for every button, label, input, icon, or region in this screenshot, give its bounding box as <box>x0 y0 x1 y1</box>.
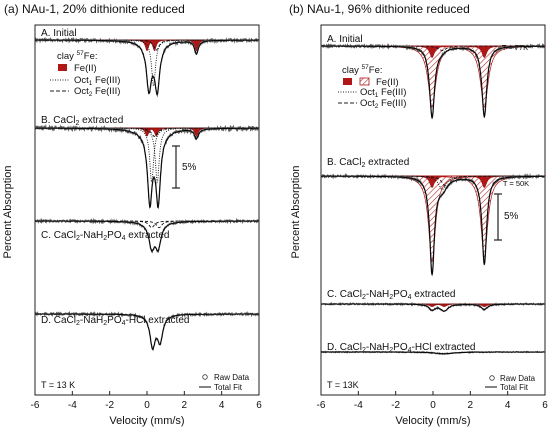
svg-text:Oct2 Fe(III): Oct2 Fe(III) <box>74 86 120 98</box>
chart-a-scale-bar: 5% <box>172 145 197 189</box>
x-tick-label: 6 <box>542 400 548 411</box>
x-tick-label: 0 <box>144 400 150 411</box>
x-tick-label: 4 <box>505 400 511 411</box>
x-tick-label: -6 <box>317 400 326 411</box>
chart-a-ylabel: Percent Absorption <box>2 166 14 259</box>
chart-b-title: (b) NAu-1, 96% dithionite reduced <box>289 2 470 16</box>
x-tick-label: 2 <box>182 400 188 411</box>
svg-text:Oct1 Fe(III): Oct1 Fe(III) <box>360 87 406 99</box>
chart-b-xlabel: Velocity (mm/s) <box>395 415 470 427</box>
chart-b-scale-bar: 5% <box>494 193 519 241</box>
oct1-fe3-component <box>35 39 259 88</box>
svg-text:clay 57Fe:: clay 57Fe: <box>57 50 98 62</box>
chart-a-fit-legend: Raw Data Total Fit <box>199 373 250 392</box>
panel-b-C-label: C. CaCl2-NaH2PO4 extracted <box>327 289 455 301</box>
fe2-hatched-component <box>320 45 546 108</box>
panel-b-B-label: B. CaCl2 extracted <box>327 157 409 169</box>
chart-a-title: (a) NAu-1, 20% dithionite reduced <box>4 2 185 16</box>
chart-b-ylabel: Percent Absorption <box>290 166 302 259</box>
x-tick-label: 0 <box>430 400 436 411</box>
x-tick-label: 6 <box>256 400 262 411</box>
x-tick-label: 2 <box>468 400 474 411</box>
total-fit-series <box>321 303 545 312</box>
chart-b-fit-legend: Raw Data Total Fit <box>485 374 536 392</box>
raw-label-a: Raw Data <box>214 373 250 382</box>
fe2-filled-swatch <box>58 64 67 71</box>
chart-a-temperature: T = 13 K <box>41 380 75 390</box>
x-tick-label: -6 <box>31 400 40 411</box>
chart-b-legend: clay 57Fe: Fe(II) Oct1 Fe(III) Oct2 Fe(I… <box>338 64 406 110</box>
total-fit-series <box>321 175 545 276</box>
legend-a-fe2: Fe(II) <box>74 63 97 74</box>
panel-b-B-temp: T = 50K <box>503 179 529 188</box>
chart-a: (a) NAu-1, 20% dithionite reduced Percen… <box>2 2 262 427</box>
chart-b: (b) NAu-1, 96% dithionite reduced Percen… <box>289 2 548 427</box>
total-fit-series <box>35 220 259 252</box>
fe2-hatched-swatch-b <box>359 77 370 86</box>
x-tick-label: -4 <box>354 400 363 411</box>
x-tick-label: -4 <box>68 400 77 411</box>
panel-a-B-label: B. CaCl2 extracted <box>41 115 123 127</box>
raw-label-b: Raw Data <box>500 374 536 383</box>
x-tick-label: 4 <box>219 400 225 411</box>
panel-b-A-label: A. Initial <box>327 34 363 45</box>
panel-a-A-label: A. Initial <box>41 28 77 39</box>
svg-text:Oct2 Fe(III): Oct2 Fe(III) <box>360 98 406 110</box>
fit-label-a: Total Fit <box>214 383 243 392</box>
svg-text:clay 57Fe:: clay 57Fe: <box>342 64 383 76</box>
chart-b-temperature: T = 13K <box>327 380 359 390</box>
total-fit-series <box>35 313 259 350</box>
legend-b-fe2: Fe(II) <box>376 77 399 88</box>
scale-bar-b-label: 5% <box>504 211 519 222</box>
chart-a-xlabel: Velocity (mm/s) <box>109 415 184 427</box>
total-fit-series <box>35 127 259 210</box>
panel-b-A-temp: T = 77K <box>502 43 528 52</box>
fe2-filled-swatch-b <box>343 78 352 85</box>
x-tick-label: -2 <box>105 400 114 411</box>
panel-b-D-label: D. CaCl2-NaH2PO4-HCl extracted <box>327 342 475 354</box>
total-fit-series <box>321 45 545 120</box>
panel-a-C-label: C. CaCl2-NaH2PO4 extracted <box>41 230 169 242</box>
fit-label-b: Total Fit <box>500 383 529 392</box>
chart-a-panel-labels: A. Initial B. CaCl2 extracted C. CaCl2-N… <box>41 28 189 327</box>
scale-bar-a-label: 5% <box>182 162 197 173</box>
svg-text:Oct1 Fe(III): Oct1 Fe(III) <box>74 75 120 87</box>
x-tick-label: -2 <box>391 400 400 411</box>
chart-a-legend: clay 57Fe: Fe(II) Oct1 Fe(III) Oct2 Fe(I… <box>50 50 120 98</box>
panel-a-D-label: D. CaCl2-NaH2PO4-HCl extracted <box>41 315 189 327</box>
total-fit-series <box>35 39 259 96</box>
total-fit-series <box>321 351 545 355</box>
